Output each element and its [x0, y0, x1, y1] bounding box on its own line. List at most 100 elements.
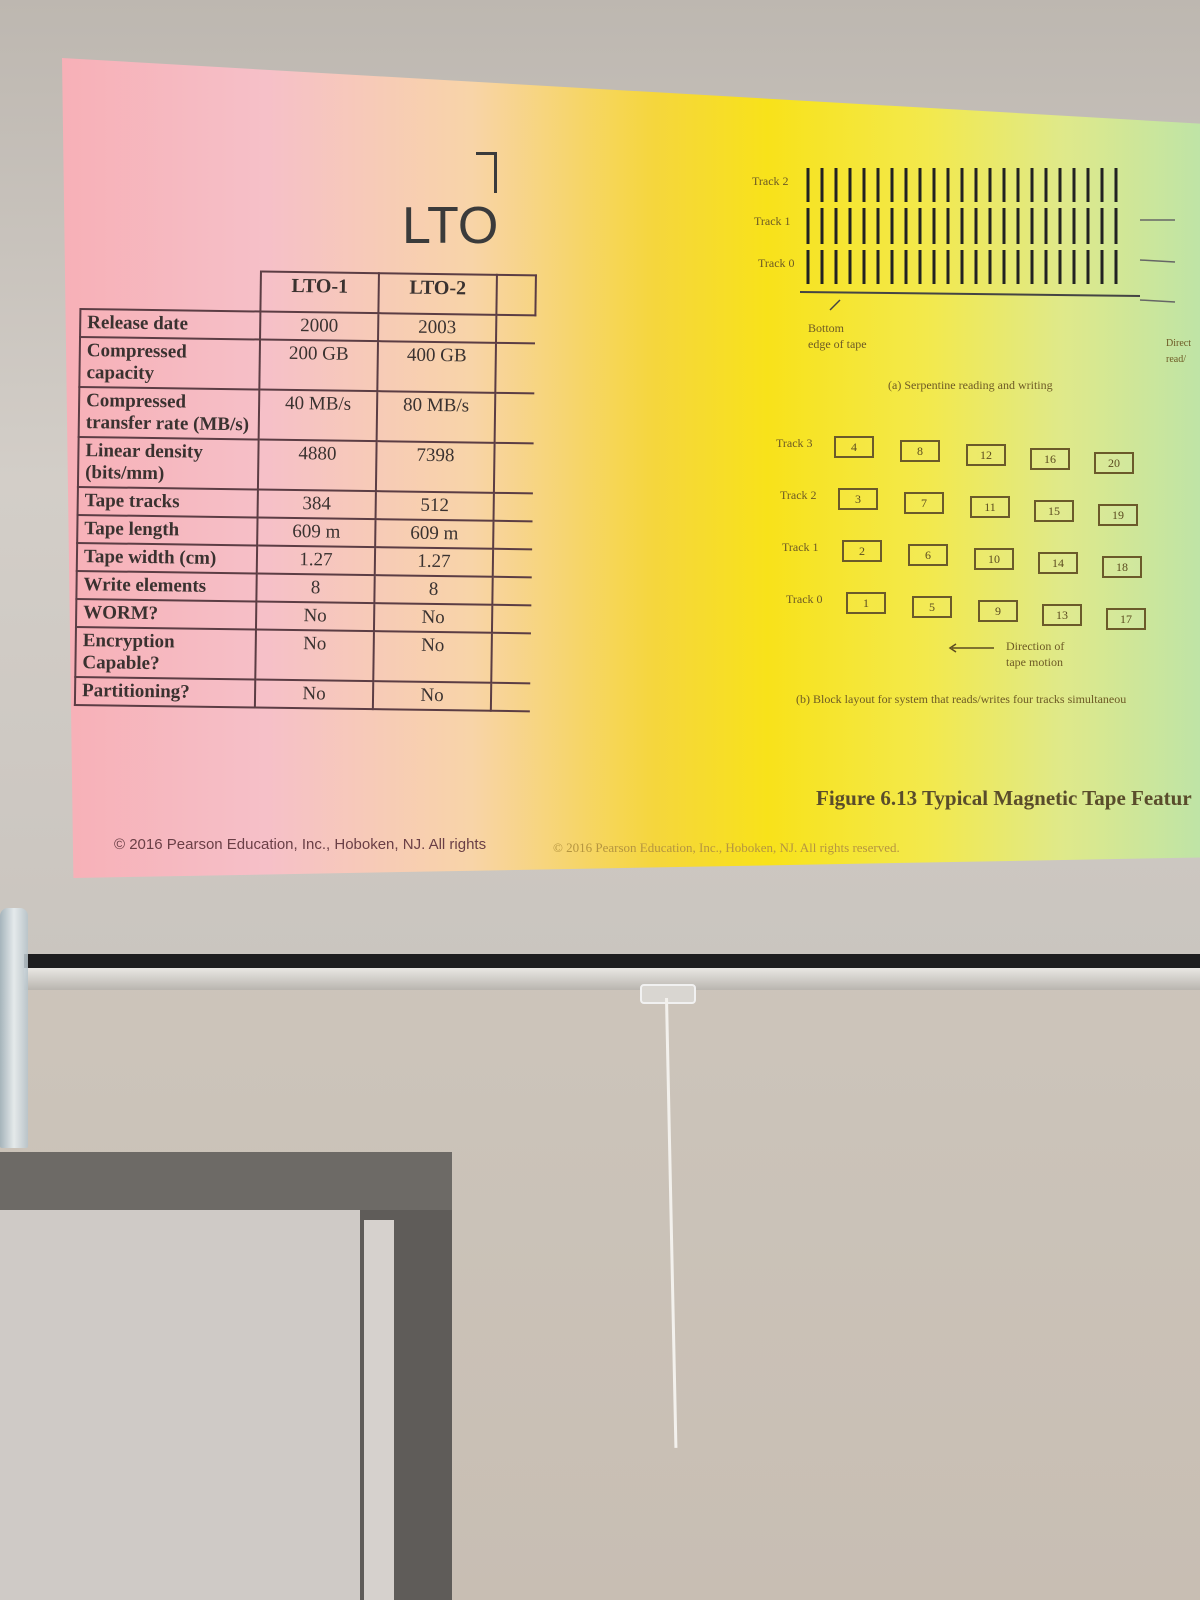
cell-value: 7398 [375, 441, 495, 493]
tape-block: 4 [834, 436, 874, 458]
table-row: Partitioning? No No [74, 676, 531, 712]
row-label: Write elements [76, 570, 257, 602]
tape-block: 11 [970, 496, 1010, 518]
tape-block: 13 [1042, 604, 1082, 626]
block-track-label: Track 1 [782, 540, 819, 554]
tape-block: 3 [838, 488, 878, 510]
cell-value: 80 MB/s [376, 391, 496, 443]
tape-block: 7 [904, 492, 944, 514]
tape-block: 18 [1102, 556, 1142, 578]
cell-value: No [373, 631, 492, 683]
cell-value: 8 [256, 573, 375, 604]
direction-note: Direct read/ [1166, 336, 1191, 368]
table-row: Compressed capacity 200 GB 400 GB [79, 337, 535, 394]
direction-arrow [1139, 259, 1176, 263]
caption-b: (b) Block layout for system that reads/w… [796, 692, 1127, 706]
slide-title: LTO [402, 197, 499, 255]
cell-value: 512 [375, 491, 494, 521]
tape-block: 15 [1034, 500, 1074, 522]
tape-block: 14 [1038, 552, 1078, 574]
cell-stub [492, 548, 533, 578]
column-stub [496, 274, 536, 316]
cell-stub [495, 342, 535, 394]
pointer-arrow [829, 299, 841, 311]
direction-arrow [1139, 299, 1176, 303]
cell-stub [495, 314, 536, 344]
tape-block: 16 [1030, 448, 1070, 470]
cell-value: No [255, 601, 375, 632]
cell-stub [494, 392, 535, 444]
direction-note-line: Direct [1166, 338, 1191, 349]
desk-inner-edge [364, 1220, 394, 1600]
row-label: WORM? [75, 598, 257, 630]
cell-value: 384 [257, 489, 376, 520]
cell-stub [493, 520, 533, 550]
row-label: Tape width (cm) [76, 542, 258, 574]
block-track-label: Track 3 [776, 436, 813, 450]
direction-note-line: read/ [1166, 354, 1186, 365]
cell-value: No [255, 629, 374, 682]
block-track-label: Track 0 [786, 592, 823, 606]
table-row: Compressed transfer rate (MB/s) 40 MB/s 80… [78, 387, 535, 444]
tape-block: 17 [1106, 608, 1146, 630]
cell-value: 1.27 [256, 545, 376, 576]
serpentine-track-label: Track 2 [752, 174, 789, 188]
cell-value: 4880 [257, 439, 377, 492]
cell-value: No [372, 681, 492, 711]
cell-value: 40 MB/s [258, 389, 378, 442]
column-header: LTO-2 [378, 273, 497, 315]
bottom-edge-note: Bottom edge of tape [808, 320, 867, 352]
serpentine-track-label: Track 1 [754, 214, 791, 228]
left-copyright: © 2016 Pearson Education, Inc., Hoboken,… [114, 836, 487, 853]
right-copyright: © 2016 Pearson Education, Inc., Hoboken,… [553, 840, 900, 855]
tape-block: 1 [846, 592, 886, 614]
cell-value: 200 GB [259, 339, 379, 392]
column-header: LTO-1 [260, 271, 379, 314]
cell-value: 609 m [375, 519, 494, 549]
row-label: Compressed transfer rate (MB/s) [78, 387, 260, 440]
row-label: Compressed capacity [79, 337, 261, 390]
bottom-note-line: Bottom [808, 321, 845, 335]
cell-value: 609 m [257, 517, 376, 548]
corner-mark [476, 152, 497, 193]
water-bottle [0, 908, 28, 1148]
tape-block: 19 [1098, 504, 1138, 526]
tape-block: 6 [908, 544, 948, 566]
bottom-note-line: edge of tape [808, 337, 867, 351]
caption-a: (a) Serpentine reading and writing [888, 378, 1053, 392]
screen-rail [24, 968, 1200, 990]
cell-value: 2000 [260, 311, 379, 342]
serpentine-track-label: Track 0 [758, 256, 795, 270]
tape-motion-line: Direction of [1006, 639, 1065, 653]
cell-stub [490, 682, 531, 712]
tape-block: 2 [842, 540, 882, 562]
tape-block: 8 [900, 440, 940, 462]
table-row: Linear density (bits/mm) 4880 7398 [77, 436, 534, 494]
cell-value: 1.27 [374, 547, 494, 577]
tape-block: 10 [974, 548, 1014, 570]
projected-slide [62, 58, 1200, 878]
tape-block: 9 [978, 600, 1018, 622]
tape-block: 12 [966, 444, 1006, 466]
cell-stub [493, 492, 533, 522]
tape-motion-note: Direction of tape motion [1006, 638, 1064, 670]
cell-value: 8 [374, 575, 493, 605]
row-label: Tape tracks [77, 486, 258, 518]
cell-value: 2003 [378, 313, 497, 343]
block-track-label: Track 2 [780, 488, 817, 502]
table-header-row: LTO-1 LTO-2 [80, 269, 536, 316]
header-blank-cell [80, 269, 261, 312]
desk-panel [0, 1210, 360, 1600]
table-row: Encryption Capable? No No [75, 626, 531, 684]
cell-stub [493, 442, 534, 494]
row-label: Partitioning? [74, 676, 256, 708]
cell-value: No [373, 603, 493, 633]
tape-block: 20 [1094, 452, 1134, 474]
row-label: Release date [80, 309, 261, 340]
figure-title: Figure 6.13 Typical Magnetic Tape Featur [816, 786, 1192, 810]
cell-stub [491, 604, 532, 634]
track-1-stripes [806, 208, 1118, 244]
tape-block: 5 [912, 596, 952, 618]
cell-value: No [254, 679, 374, 710]
track-0-stripes [806, 250, 1118, 284]
